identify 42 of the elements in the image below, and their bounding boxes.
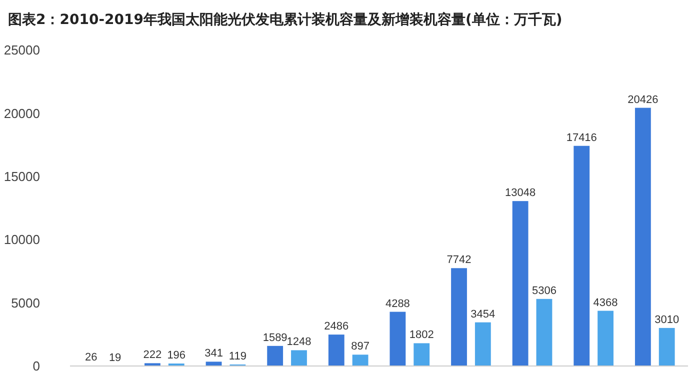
bar <box>474 322 491 366</box>
data-label: 13048 <box>505 187 536 200</box>
bar <box>267 346 284 366</box>
bar <box>390 312 406 366</box>
data-label: 3454 <box>470 308 496 320</box>
chart-title: 图表2：2010-2019年我国太阳能光伏发电累计装机容量及新增装机容量(单位：万千瓦) <box>8 11 562 28</box>
bar <box>206 362 222 366</box>
bar <box>291 350 307 366</box>
data-label: 3010 <box>654 314 680 326</box>
y-tick-label: 10000 <box>4 232 40 248</box>
data-label: 26 <box>85 352 98 364</box>
data-label: 19 <box>108 352 122 364</box>
bar <box>658 328 675 366</box>
data-label: 119 <box>228 350 246 362</box>
data-label: 1248 <box>286 336 312 348</box>
data-label: 2486 <box>324 320 349 333</box>
data-label: 4368 <box>593 296 618 309</box>
data-label: 1802 <box>409 329 434 342</box>
bar <box>414 343 430 366</box>
data-label: 17416 <box>566 132 597 144</box>
data-label: 5306 <box>532 284 556 297</box>
data-label: 341 <box>204 348 223 360</box>
data-label: 196 <box>167 350 186 362</box>
data-label: 7742 <box>446 254 472 266</box>
bar <box>598 310 614 366</box>
bar <box>536 298 552 366</box>
data-label: 222 <box>143 349 162 362</box>
y-tick-label: 25000 <box>4 42 40 58</box>
y-tick-label: 20000 <box>4 106 40 121</box>
bar <box>574 146 590 366</box>
bar <box>451 268 467 366</box>
data-label: 1589 <box>262 332 288 344</box>
data-label: 4288 <box>385 298 410 310</box>
data-label: 897 <box>351 340 370 353</box>
bar <box>352 354 368 366</box>
bar <box>512 201 528 366</box>
y-tick-label: 5000 <box>11 295 40 310</box>
y-tick-label: 0 <box>32 358 40 374</box>
bar <box>328 334 344 366</box>
bar <box>634 108 651 366</box>
y-tick-label: 15000 <box>4 168 40 184</box>
data-label: 20426 <box>628 94 658 106</box>
